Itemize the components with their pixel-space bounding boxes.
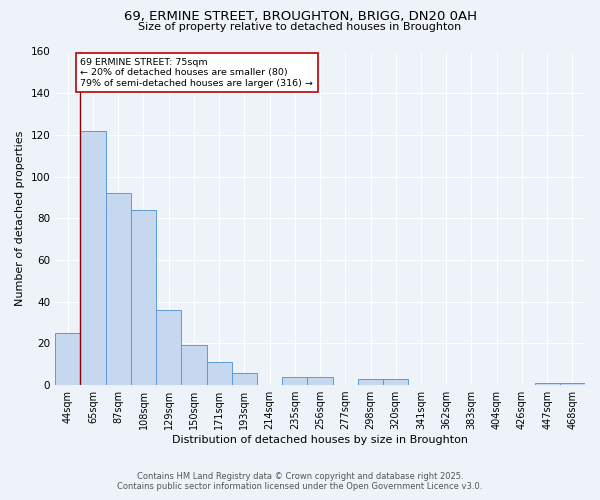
Bar xyxy=(358,379,383,385)
Text: 69, ERMINE STREET, BROUGHTON, BRIGG, DN20 0AH: 69, ERMINE STREET, BROUGHTON, BRIGG, DN2… xyxy=(124,10,476,23)
Bar xyxy=(307,376,332,385)
Text: Size of property relative to detached houses in Broughton: Size of property relative to detached ho… xyxy=(139,22,461,32)
Bar xyxy=(282,376,307,385)
Bar xyxy=(232,372,257,385)
Bar xyxy=(181,346,206,385)
X-axis label: Distribution of detached houses by size in Broughton: Distribution of detached houses by size … xyxy=(172,435,468,445)
Bar xyxy=(206,362,232,385)
Bar xyxy=(55,333,80,385)
Bar xyxy=(156,310,181,385)
Text: 69 ERMINE STREET: 75sqm
← 20% of detached houses are smaller (80)
79% of semi-de: 69 ERMINE STREET: 75sqm ← 20% of detache… xyxy=(80,58,313,88)
Bar xyxy=(560,383,585,385)
Bar xyxy=(535,383,560,385)
Bar xyxy=(80,130,106,385)
Bar xyxy=(383,379,409,385)
Text: Contains HM Land Registry data © Crown copyright and database right 2025.
Contai: Contains HM Land Registry data © Crown c… xyxy=(118,472,482,491)
Y-axis label: Number of detached properties: Number of detached properties xyxy=(15,130,25,306)
Bar xyxy=(106,194,131,385)
Bar xyxy=(131,210,156,385)
